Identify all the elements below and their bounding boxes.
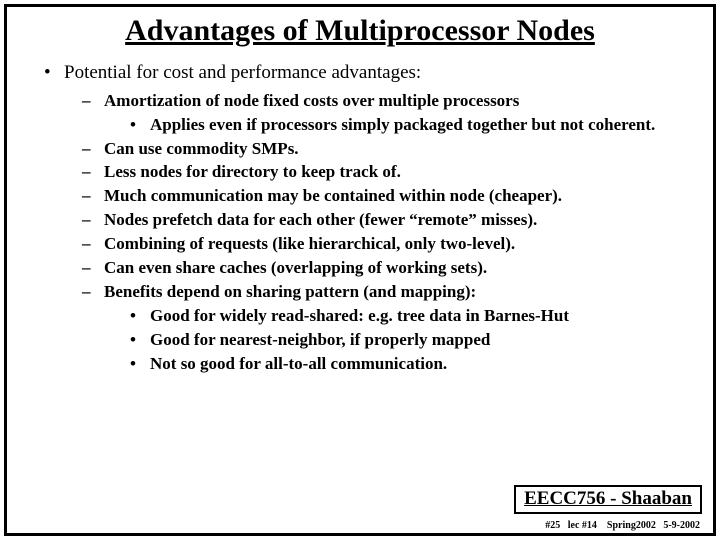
page-number: #25	[545, 520, 560, 531]
lecture-label: lec #14	[568, 520, 597, 531]
slide-border	[4, 4, 716, 536]
term-label: Spring2002	[607, 520, 656, 531]
date-label: 5-9-2002	[663, 520, 700, 531]
page-footer: #25 lec #14 Spring2002 5-9-2002	[545, 520, 700, 531]
course-footer: EECC756 - Shaaban	[514, 485, 702, 514]
